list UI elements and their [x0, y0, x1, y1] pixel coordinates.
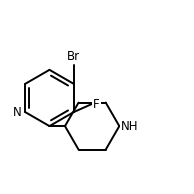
Text: NH: NH [121, 120, 139, 133]
Text: F: F [93, 98, 100, 111]
Text: Br: Br [67, 49, 80, 62]
Text: N: N [12, 106, 21, 119]
